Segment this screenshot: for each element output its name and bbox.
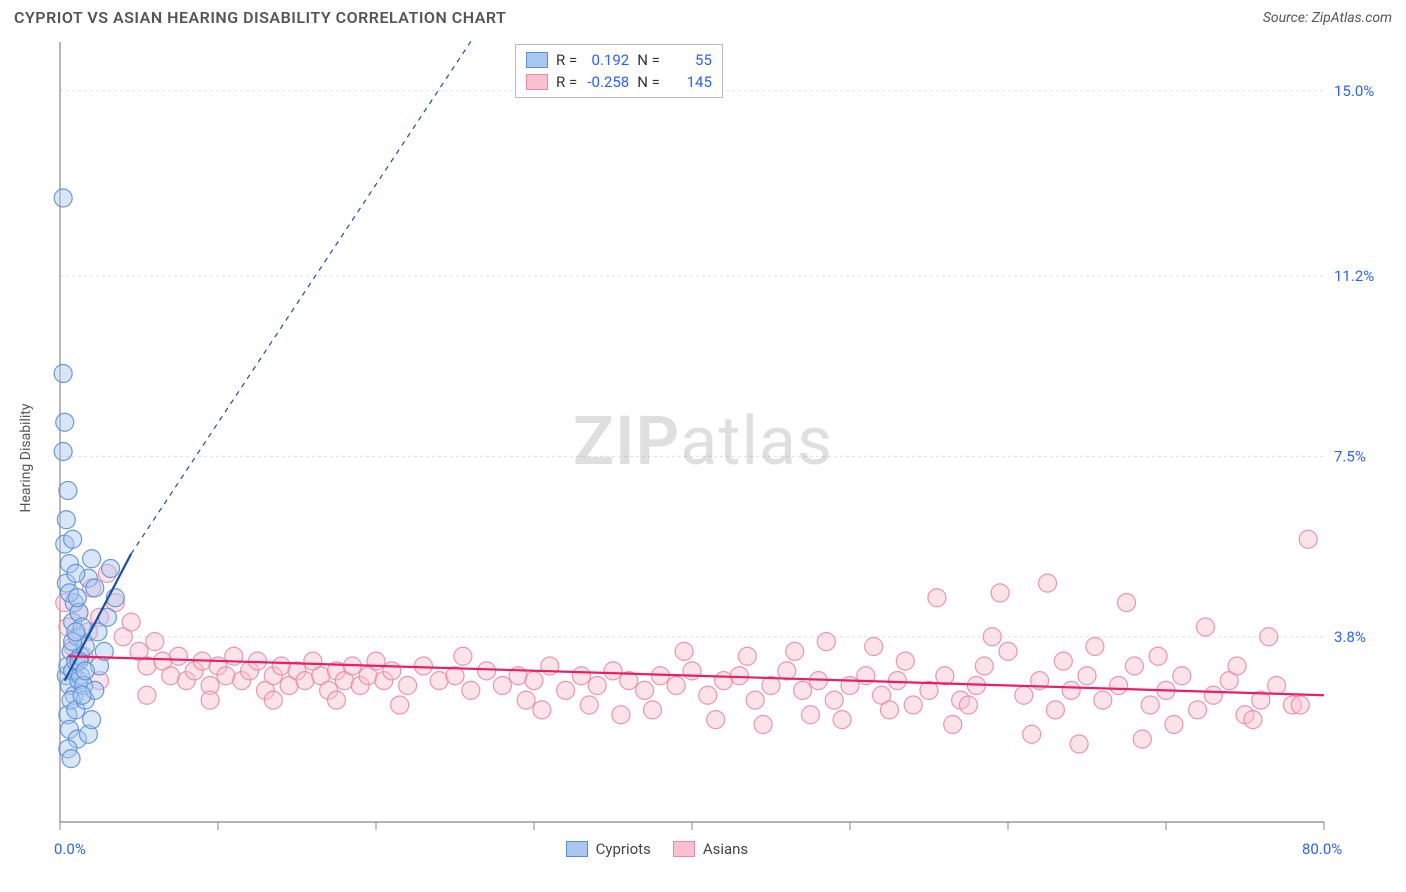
legend-label: Cypriots xyxy=(596,840,651,858)
y-axis-label: Hearing Disability xyxy=(18,404,34,513)
source-attribution: Source: ZipAtlas.com xyxy=(1263,10,1392,26)
r-label: R = xyxy=(556,49,577,71)
legend-item: Cypriots xyxy=(566,840,651,858)
r-value: 0.192 xyxy=(583,49,629,71)
legend-item: Asians xyxy=(673,840,748,858)
legend-row: R = -0.258 N = 145 xyxy=(526,71,712,93)
legend-label: Asians xyxy=(703,840,748,858)
x-axis-min-label: 0.0% xyxy=(54,840,86,858)
scatter-chart: 3.8% 7.5% 11.2% 15.0% xyxy=(14,38,1392,878)
svg-text:11.2%: 11.2% xyxy=(1334,267,1374,285)
n-value: 145 xyxy=(666,71,712,93)
legend-swatch xyxy=(526,74,548,90)
legend-swatch xyxy=(526,52,548,68)
legend-swatch xyxy=(566,841,588,857)
legend-row: R = 0.192 N = 55 xyxy=(526,49,712,71)
chart-container: Hearing Disability 3.8%7.5%11.2%15.0% ZI… xyxy=(14,38,1392,878)
r-label: R = xyxy=(556,71,577,93)
n-label: N = xyxy=(637,49,660,71)
x-axis-max-label: 80.0% xyxy=(1302,840,1342,858)
svg-text:3.8%: 3.8% xyxy=(1334,628,1366,646)
svg-text:7.5%: 7.5% xyxy=(1334,447,1366,465)
chart-title: CYPRIOT VS ASIAN HEARING DISABILITY CORR… xyxy=(14,8,506,27)
series-legend: Cypriots Asians xyxy=(566,840,749,858)
n-value: 55 xyxy=(666,49,712,71)
legend-swatch xyxy=(673,841,695,857)
correlation-legend: R = 0.192 N = 55 R = -0.258 N = 145 xyxy=(515,44,723,98)
n-label: N = xyxy=(637,71,660,93)
r-value: -0.258 xyxy=(583,71,629,93)
svg-text:15.0%: 15.0% xyxy=(1334,82,1374,100)
